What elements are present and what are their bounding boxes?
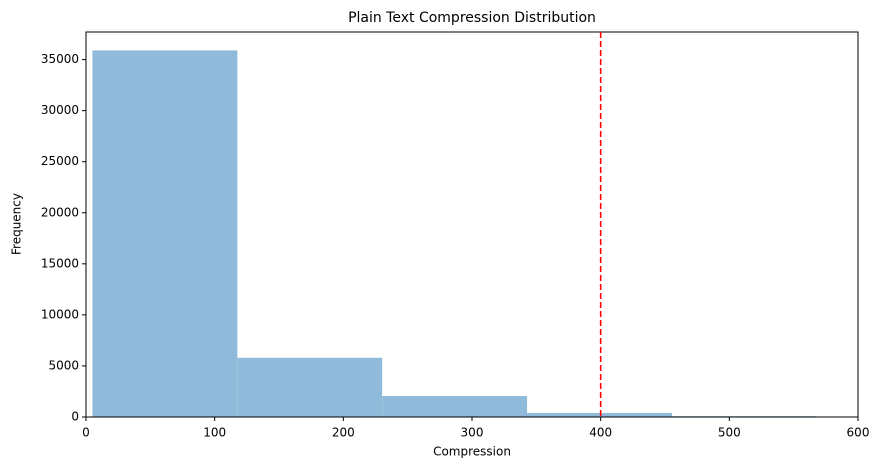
y-tick-label: 0 (71, 410, 79, 424)
y-axis-label: Frequency (10, 193, 24, 255)
x-tick-label: 100 (203, 426, 226, 440)
y-tick-label: 25000 (41, 154, 79, 168)
x-tick-label: 0 (82, 426, 90, 440)
bar (237, 357, 383, 417)
bars (92, 50, 858, 417)
x-tick-label: 300 (461, 426, 484, 440)
y-tick-label: 30000 (41, 103, 79, 117)
y-tick-label: 35000 (41, 52, 79, 66)
bar (92, 50, 238, 417)
x-tick-label: 200 (332, 426, 355, 440)
y-tick-label: 5000 (48, 358, 79, 372)
x-axis-label: Compression (433, 445, 511, 459)
y-tick-label: 10000 (41, 307, 79, 321)
y-tick-label: 15000 (41, 256, 79, 270)
chart-title: Plain Text Compression Distribution (348, 10, 596, 26)
x-tick-label: 500 (718, 426, 741, 440)
x-tick-label: 600 (847, 426, 870, 440)
bar (382, 396, 528, 417)
y-tick-label: 20000 (41, 205, 79, 219)
x-tick-label: 400 (589, 426, 612, 440)
bar (527, 412, 672, 417)
